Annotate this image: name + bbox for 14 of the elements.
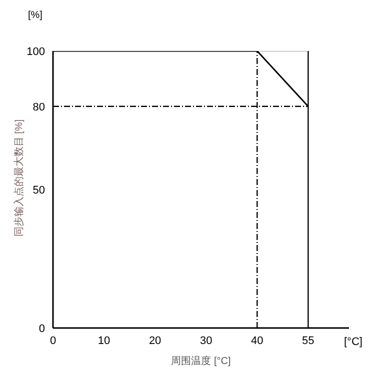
x-tick-label: 40	[251, 334, 264, 347]
x-tick-label: 55	[302, 334, 314, 347]
text: [°C]	[344, 336, 362, 348]
x-axis-title: 周围温度 [°C]	[171, 355, 231, 367]
y-tick-label: 100	[26, 46, 45, 58]
y-tick-label: 50	[32, 184, 45, 196]
y-axis-title: 同步输入点的最大数目 [%]	[14, 119, 26, 237]
x-tick-label: 0	[50, 334, 56, 347]
text: [%]	[28, 10, 42, 21]
x-tick-label: 10	[98, 334, 110, 347]
x-tick-label: 30	[200, 334, 212, 347]
y-tick-label: 80	[32, 101, 45, 114]
x-tick-label: 20	[148, 334, 162, 347]
y-tick-label: 0	[38, 322, 45, 335]
